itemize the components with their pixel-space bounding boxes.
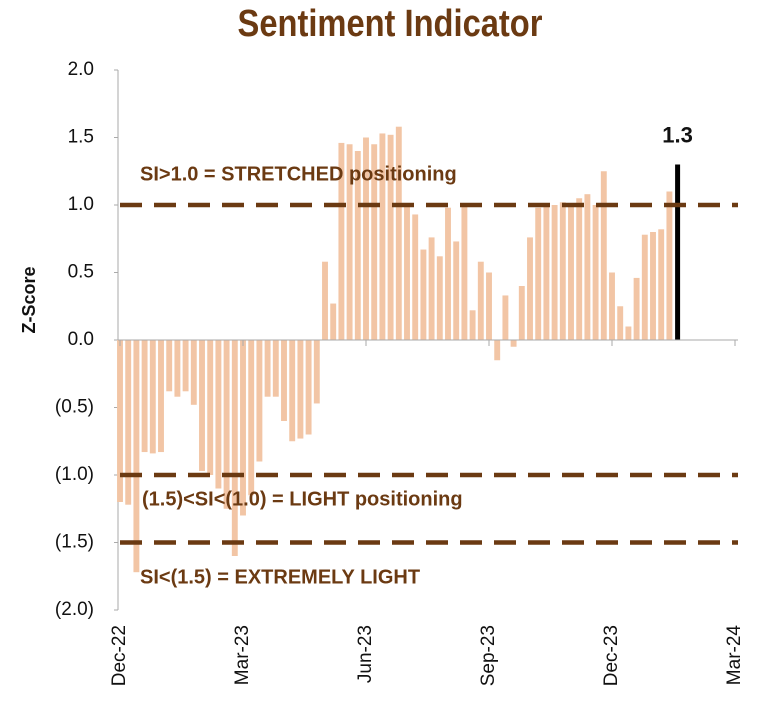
y-tick-label: (2.0) (55, 599, 94, 620)
x-tick-label: Sep-23 (478, 625, 499, 686)
bar (633, 277, 640, 340)
bar (559, 202, 566, 340)
bar (354, 151, 361, 340)
bar (272, 340, 279, 397)
bar (379, 133, 386, 340)
bar (675, 164, 681, 340)
bar (494, 340, 501, 361)
bar (199, 340, 205, 471)
bar (264, 340, 271, 397)
bar (576, 198, 583, 340)
bar (600, 171, 607, 340)
bar (461, 205, 468, 340)
y-tick-label: 2.0 (68, 59, 94, 80)
bar (584, 194, 591, 340)
bar (322, 261, 328, 340)
data-label: 1.3 (662, 122, 693, 147)
bar (453, 241, 460, 340)
x-tick-label: Mar-23 (232, 625, 253, 685)
chart-title: Sentiment Indicator (238, 2, 543, 45)
bar (404, 205, 410, 340)
bar (428, 237, 435, 340)
bar (289, 340, 296, 442)
bar (371, 144, 378, 340)
bar (609, 272, 615, 340)
bar (658, 229, 665, 340)
bar (502, 295, 509, 340)
bar (551, 205, 558, 340)
x-tick-label: Dec-22 (109, 625, 130, 686)
bar (141, 340, 148, 453)
bar (248, 340, 255, 496)
bar (166, 340, 173, 392)
bar (543, 203, 550, 340)
x-tick-label: Dec-23 (601, 625, 622, 686)
bar (617, 306, 624, 340)
bar (346, 144, 353, 340)
bar (395, 126, 402, 340)
bar (158, 340, 164, 453)
bar (527, 237, 533, 340)
bar (625, 326, 632, 340)
bar (412, 214, 419, 340)
bar (592, 205, 599, 340)
bar (469, 310, 476, 340)
bar (387, 134, 394, 340)
y-tick-label: 0.0 (68, 329, 94, 350)
bar (190, 340, 197, 405)
reference-label: SI>1.0 = STRETCHED positioning (140, 163, 457, 185)
bar (281, 340, 287, 421)
y-tick-label: 0.5 (68, 262, 94, 283)
bar (445, 207, 451, 340)
bar (477, 261, 484, 340)
bar (666, 191, 673, 340)
bar (650, 232, 656, 340)
y-tick-label: 1.0 (68, 194, 94, 215)
bar (207, 340, 214, 475)
bar (174, 340, 181, 397)
y-tick-label: (1.0) (55, 464, 94, 485)
bar (223, 340, 230, 509)
bar (256, 340, 263, 462)
bar (486, 272, 492, 340)
y-axis-label: Z-Score (19, 266, 39, 333)
reference-label: (1.5)<SI<(1.0) = LIGHT positioning (142, 488, 463, 510)
bar (330, 303, 337, 340)
bar (215, 340, 222, 489)
bar (313, 340, 320, 404)
bar (338, 142, 345, 340)
bar (117, 340, 123, 502)
x-tick-label: Mar-24 (724, 625, 745, 686)
bar (231, 340, 238, 556)
bar (133, 340, 140, 573)
bar (125, 340, 132, 505)
bar (641, 234, 648, 340)
y-tick-label: (0.5) (55, 397, 94, 418)
bar (182, 340, 189, 392)
y-tick-label: 1.5 (68, 127, 94, 148)
bar (568, 205, 574, 340)
bar (149, 340, 156, 454)
bar (510, 340, 517, 347)
bar (297, 340, 304, 439)
bar (363, 137, 369, 340)
bar (436, 256, 443, 340)
bar (305, 340, 312, 435)
x-tick-label: Jun-23 (355, 625, 376, 683)
reference-label: SI<(1.5) = EXTREMELY LIGHT (140, 566, 420, 588)
bar (420, 249, 427, 340)
bar (535, 207, 542, 340)
bar (240, 340, 246, 516)
y-tick-label: (1.5) (55, 532, 94, 553)
bar (518, 286, 525, 340)
